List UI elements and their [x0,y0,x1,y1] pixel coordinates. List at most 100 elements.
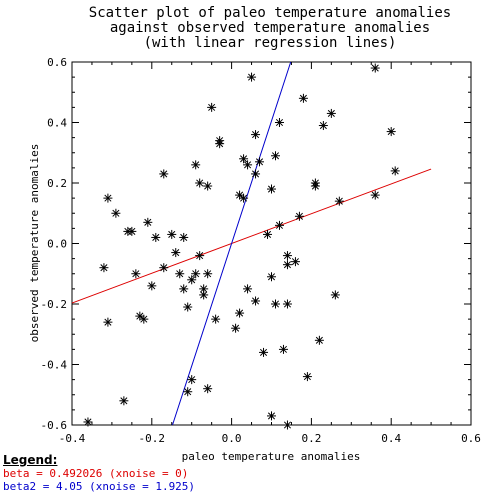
data-point [199,290,209,300]
data-point [251,169,261,179]
data-point [270,299,280,309]
regression-line-2 [172,61,292,426]
data-point [187,375,197,385]
x-tick-label: 0.0 [222,432,242,445]
data-point [207,102,217,112]
data-point [267,184,276,194]
data-point [326,108,336,118]
data-point [235,308,245,318]
y-tick-label: 0.2 [47,177,67,190]
title-line-2: against observed temperature anomalies [110,20,430,36]
data-point [314,335,324,345]
data-point [131,269,141,279]
data-point [330,290,340,300]
data-point [247,72,257,82]
data-point [151,232,161,242]
data-point [175,269,185,279]
data-point [191,269,201,279]
title-line-1: Scatter plot of paleo temperature anomal… [89,5,451,21]
regression-lines [71,61,432,426]
data-point [290,257,300,267]
data-point [203,269,213,279]
data-point [211,314,221,324]
data-point [278,344,288,354]
data-point [294,211,304,221]
data-point [251,296,261,306]
data-point [195,178,205,188]
data-point [103,317,113,327]
data-point [203,384,213,394]
data-point [111,208,121,218]
regression-line-1 [71,168,432,304]
x-tick-label: 0.2 [301,432,321,445]
y-tick-label: -0.4 [41,359,68,372]
x-tick-label: -0.4 [59,432,86,445]
data-point [390,166,400,176]
legend: Legend: beta = 0.492026 (xnoise = 0) bet… [3,453,196,494]
data-point [259,347,269,357]
data-point [203,181,213,191]
data-point [167,229,177,239]
data-point [159,263,169,273]
data-point [83,417,93,427]
data-point [263,229,273,239]
data-point [243,160,253,170]
data-point [183,387,193,397]
y-tick-label: 0.0 [47,238,67,251]
data-point [99,263,109,273]
data-point [183,302,193,312]
x-tick-label: 0.4 [381,432,401,445]
legend-title: Legend: [3,453,58,467]
legend-entry-beta: beta = 0.492026 (xnoise = 0) [3,467,189,480]
y-tick-label: -0.2 [41,298,68,311]
data-point [310,181,320,191]
data-point [267,411,276,421]
y-tick-label: 0.6 [47,56,67,69]
data-point [239,193,249,203]
data-point [274,220,284,230]
chart-title: Scatter plot of paleo temperature anomal… [89,5,451,51]
data-point [187,275,197,285]
y-axis-label: observed temperature anomalies [28,144,41,343]
data-points [83,63,400,430]
data-point [195,251,205,261]
x-tick-label: 0.6 [461,432,481,445]
title-line-3: (with linear regression lines) [144,35,397,51]
data-point [270,151,280,161]
data-point [159,169,169,179]
data-point [334,196,344,206]
data-point [243,284,253,294]
data-point [119,396,129,406]
legend-entry-beta2: beta2 = 4.05 (xnoise = 1.925) [3,480,196,493]
data-point [139,314,149,324]
data-point [103,193,113,203]
data-point [231,323,241,333]
y-tick-label: 0.4 [47,117,67,130]
data-point [282,251,292,261]
data-point [370,63,380,73]
data-point [298,93,308,103]
data-point [171,248,181,258]
y-tick-label: -0.6 [41,419,68,432]
x-axis-label: paleo temperature anomalies [182,450,361,463]
data-point [215,136,225,146]
data-point [127,226,137,236]
data-point [282,420,292,430]
data-point [267,272,276,282]
plot-frame [71,61,472,426]
data-point [386,127,396,137]
data-point [143,217,153,227]
data-point [179,232,189,242]
data-point [282,299,292,309]
x-tick-label: -0.2 [139,432,166,445]
data-point [191,160,201,170]
data-point [318,121,328,131]
data-point [274,118,284,127]
axis-ticks: -0.4 -0.2 0.0 0.2 0.4 0.6-0.6-0.4-0.20.00.20.… [41,56,481,445]
data-point [282,260,292,270]
data-point [370,190,380,200]
data-point [179,284,189,294]
data-point [255,157,265,167]
data-point [251,130,261,140]
